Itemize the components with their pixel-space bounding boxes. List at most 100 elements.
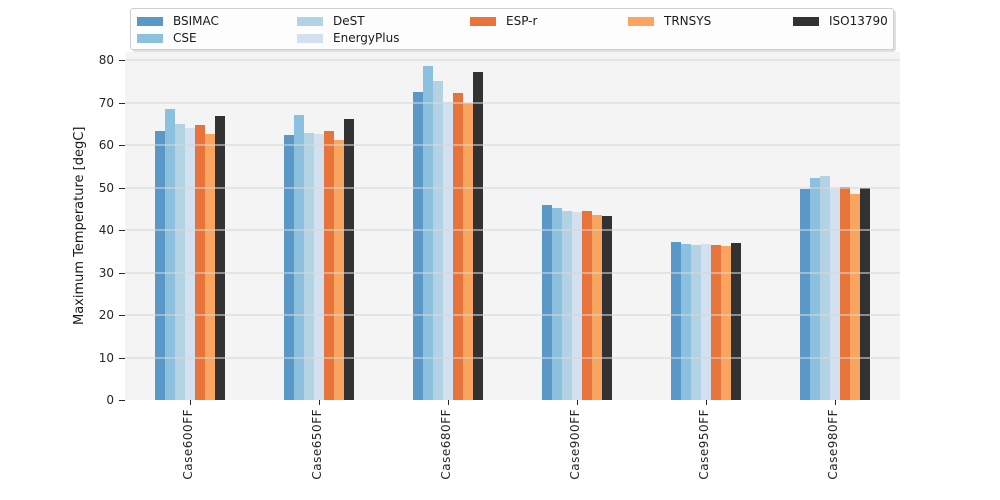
legend-swatch-CSE: [137, 33, 163, 43]
bar-DeST-Case650FF: [303, 133, 314, 400]
legend-swatch-EnergyPlus: [297, 33, 323, 43]
legend-label-BSIMAC: BSIMAC: [173, 14, 219, 28]
gridline-10: [125, 356, 900, 359]
gridline-70: [125, 101, 900, 104]
y-tick-mark-50: [119, 187, 125, 189]
bar-ISO13790-Case650FF: [343, 118, 354, 400]
y-tick-label-80: 80: [98, 53, 114, 68]
bar-DeST-Case980FF: [820, 176, 831, 400]
bar-DeST-Case600FF: [174, 123, 185, 400]
legend-label-CSE: CSE: [173, 31, 197, 45]
bar-EnergyPlus-Case600FF: [184, 128, 195, 400]
legend: BSIMAC CSE DeST EnergyPlus ESP-r TRNSYS ISO137…: [130, 8, 894, 50]
x-tick-mark-Case980FF: [835, 400, 837, 405]
legend-item-ISO13790: ISO13790: [793, 14, 888, 28]
legend-swatch-ISO13790: [793, 16, 819, 26]
legend-swatch-BSIMAC: [137, 16, 163, 26]
x-tick-mark-Case950FF: [706, 400, 708, 405]
bar-ESP-r-Case980FF: [840, 186, 851, 400]
legend-label-ISO13790: ISO13790: [829, 14, 888, 28]
x-tick-label-Case600FF: Case600FF: [180, 409, 195, 480]
y-tick-label-20: 20: [98, 308, 114, 322]
bar-TRNSYS-Case600FF: [204, 134, 215, 400]
bar-TRNSYS-Case950FF: [721, 246, 732, 400]
y-tick-label-0: 0: [106, 393, 114, 407]
legend-item-EnergyPlus: EnergyPlus: [297, 31, 400, 45]
y-tick-mark-20: [119, 315, 125, 316]
bar-ESP-r-Case950FF: [711, 244, 722, 400]
bar-ISO13790-Case680FF: [472, 72, 483, 400]
gridline-40: [125, 229, 900, 231]
bar-TRNSYS-Case680FF: [462, 102, 473, 400]
y-tick-mark-10: [119, 357, 125, 359]
gridline-60: [125, 144, 900, 147]
bar-ESP-r-Case680FF: [452, 92, 463, 400]
y-tick-label-60: 60: [98, 138, 114, 153]
bar-EnergyPlus-Case680FF: [442, 102, 453, 400]
legend-item-DeST: DeST: [297, 14, 365, 28]
bar-BSIMAC-Case900FF: [542, 205, 553, 400]
y-tick-mark-60: [119, 145, 125, 147]
y-tick-mark-80: [119, 60, 125, 62]
bar-TRNSYS-Case650FF: [333, 140, 344, 400]
legend-item-CSE: CSE: [137, 31, 197, 45]
legend-item-ESP-r: ESP-r: [470, 14, 538, 28]
plot-area: [125, 52, 900, 400]
bar-BSIMAC-Case650FF: [283, 135, 294, 400]
bar-CSE-Case680FF: [422, 66, 433, 400]
bar-EnergyPlus-Case950FF: [701, 244, 712, 400]
legend-item-BSIMAC: BSIMAC: [137, 14, 219, 28]
bar-CSE-Case600FF: [164, 108, 175, 400]
x-tick-mark-Case600FF: [189, 400, 191, 405]
bar-DeST-Case680FF: [432, 80, 443, 400]
bar-ESP-r-Case650FF: [323, 130, 334, 400]
y-tick-label-70: 70: [98, 95, 114, 110]
y-tick-mark-30: [119, 272, 125, 274]
y-tick-mark-0: [119, 400, 125, 401]
legend-item-TRNSYS: TRNSYS: [628, 14, 712, 28]
bar-TRNSYS-Case900FF: [592, 215, 603, 400]
legend-swatch-TRNSYS: [628, 16, 654, 26]
bar-DeST-Case900FF: [562, 210, 573, 400]
y-tick-label-10: 10: [98, 350, 114, 365]
bar-BSIMAC-Case950FF: [671, 241, 682, 400]
x-tick-label-Case980FF: Case980FF: [826, 409, 841, 480]
legend-label-DeST: DeST: [333, 14, 365, 28]
bar-ESP-r-Case600FF: [194, 124, 205, 400]
legend-label-ESP-r: ESP-r: [506, 14, 538, 28]
y-tick-mark-40: [119, 230, 125, 231]
gridline-30: [125, 271, 900, 274]
bar-EnergyPlus-Case980FF: [830, 189, 841, 400]
bar-TRNSYS-Case980FF: [850, 193, 861, 400]
gridline-50: [125, 186, 900, 189]
bar-ESP-r-Case900FF: [582, 210, 593, 400]
bar-DeST-Case950FF: [691, 244, 702, 400]
bar-CSE-Case980FF: [810, 178, 821, 400]
legend-label-TRNSYS: TRNSYS: [664, 14, 712, 28]
x-tick-label-Case900FF: Case900FF: [568, 409, 583, 480]
bar-EnergyPlus-Case650FF: [313, 133, 324, 400]
y-tick-mark-70: [119, 102, 125, 104]
y-tick-label-50: 50: [98, 180, 114, 195]
bar-ISO13790-Case950FF: [731, 243, 742, 400]
x-tick-label-Case950FF: Case950FF: [697, 409, 712, 480]
bar-CSE-Case900FF: [552, 207, 563, 400]
bar-CSE-Case950FF: [681, 243, 692, 400]
bar-BSIMAC-Case600FF: [154, 130, 165, 400]
bar-BSIMAC-Case680FF: [412, 91, 423, 400]
legend-label-EnergyPlus: EnergyPlus: [333, 31, 400, 45]
x-tick-label-Case650FF: Case650FF: [309, 409, 324, 480]
gridline-20: [125, 314, 900, 316]
bar-EnergyPlus-Case900FF: [572, 211, 583, 400]
bar-ISO13790-Case980FF: [860, 188, 871, 400]
x-tick-mark-Case680FF: [447, 400, 449, 405]
bar-ISO13790-Case900FF: [602, 216, 613, 400]
bar-BSIMAC-Case980FF: [800, 189, 811, 400]
gridline-80: [125, 59, 900, 62]
bar-CSE-Case650FF: [293, 115, 304, 400]
y-tick-label-30: 30: [98, 265, 114, 280]
bar-ISO13790-Case600FF: [214, 115, 225, 400]
legend-swatch-DeST: [297, 16, 323, 26]
x-tick-mark-Case650FF: [318, 400, 320, 405]
